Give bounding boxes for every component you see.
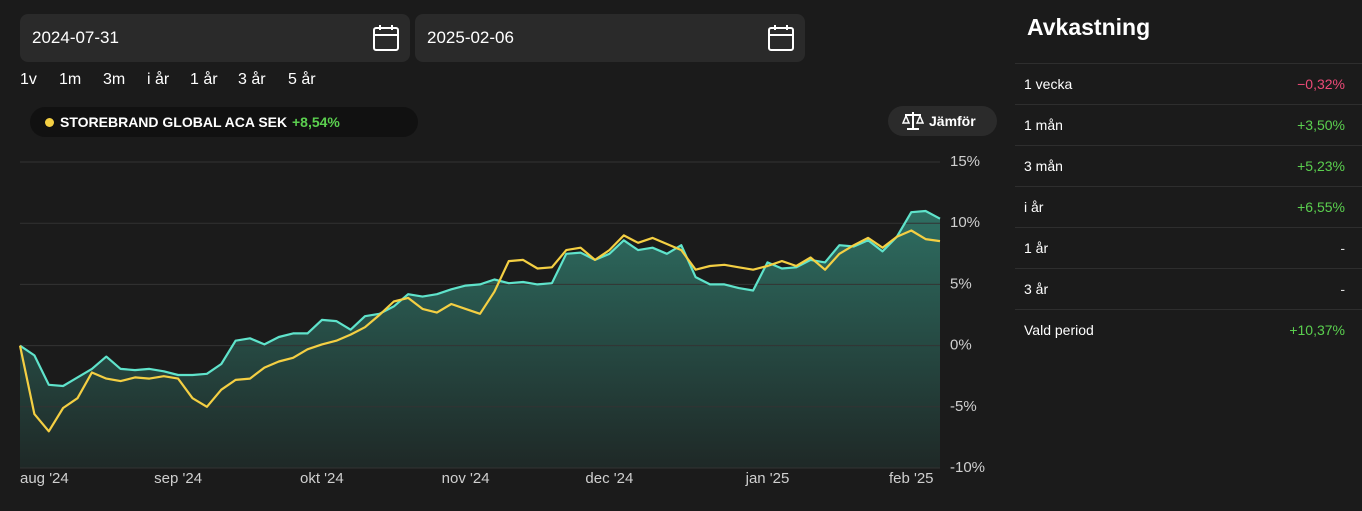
date-from: 2024-07-31 [32,28,119,47]
period-label: Vald period [1024,322,1094,338]
period-label: 3 mån [1024,158,1063,174]
legend-name: STOREBRAND GLOBAL ACA SEK [60,114,288,130]
x-tick-label: sep '24 [154,470,202,487]
x-tick-label: dec '24 [585,470,633,487]
line [18,229,941,433]
date-to: 2025-02-06 [427,28,514,47]
legend-change: +8,54% [292,114,340,130]
calendar-icon [768,25,794,51]
returns-row: 3 mån +5,23% [1015,145,1362,186]
period-return: −0,32% [1297,76,1345,92]
y-tick-label: -10% [950,459,985,476]
range-button[interactable]: 3m [103,71,126,88]
range-button[interactable]: 1 år [190,71,218,88]
y-tick-label: 5% [950,275,972,292]
line [19,209,941,388]
calendar-icon [373,25,399,51]
scale-icon [902,112,924,130]
period-return: +5,23% [1297,158,1345,174]
returns-row: i år +6,55% [1015,186,1362,227]
x-tick-label: nov '24 [442,470,490,487]
range-button[interactable]: 1m [59,71,82,88]
x-tick-label: aug '24 [20,470,69,487]
x-tick-label: feb '25 [889,470,934,487]
returns-row: 3 år - [1015,268,1362,309]
legend-dot [45,118,54,127]
returns-row: Vald period +10,37% [1015,309,1362,350]
range-button[interactable]: 3 år [238,71,266,88]
period-label: 1 mån [1024,117,1063,133]
x-tick-label: jan '25 [745,470,790,487]
period-label: 1 vecka [1024,76,1073,92]
chart: 15% 10% 5% 0% -5% -10% aug '24 sep '24 okt '24 no… [18,153,985,487]
y-tick-label: 0% [950,337,972,354]
period-return: - [1340,281,1345,297]
y-tick-label: -5% [950,398,977,415]
period-label: 1 år [1024,240,1049,256]
range-button[interactable]: 5 år [288,71,316,88]
period-return: +10,37% [1289,322,1345,338]
date-from-input[interactable]: 2024-07-31 [20,14,410,62]
returns-row: 1 mån +3,50% [1015,104,1362,145]
y-tick-label: 10% [950,214,980,231]
compare-button[interactable]: Jämför [888,106,997,136]
compare-label: Jämför [929,113,976,129]
period-label: 3 år [1024,281,1049,297]
x-tick-label: okt '24 [300,470,344,487]
period-label: i år [1024,199,1044,215]
period-return: +6,55% [1297,199,1345,215]
area [20,211,940,468]
range-button[interactable]: i år [147,71,170,88]
returns-row: 1 år - [1015,227,1362,268]
returns-title: Avkastning [1027,14,1151,40]
legend: STOREBRAND GLOBAL ACA SEK +8,54% [30,107,418,137]
returns-row: 1 vecka −0,32% [1015,63,1362,104]
period-return: +3,50% [1297,117,1345,133]
range-button[interactable]: 1v [20,71,37,88]
date-to-input[interactable]: 2025-02-06 [415,14,805,62]
y-tick-label: 15% [950,153,980,170]
period-return: - [1340,240,1345,256]
